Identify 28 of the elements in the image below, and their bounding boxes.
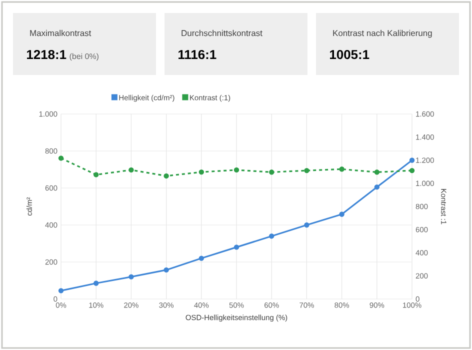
text: Kontrast nach Kalibrierung xyxy=(333,30,432,38)
text: 1218:1 xyxy=(27,50,66,60)
point xyxy=(339,166,344,172)
point xyxy=(339,212,344,217)
point xyxy=(269,233,274,239)
text: 1116:1 xyxy=(178,50,216,60)
point xyxy=(409,158,415,163)
point xyxy=(94,280,99,286)
point xyxy=(58,156,64,161)
point xyxy=(234,244,240,250)
point xyxy=(374,170,380,175)
point xyxy=(304,168,310,174)
point xyxy=(164,267,169,273)
point xyxy=(128,274,134,280)
point xyxy=(164,173,169,179)
point xyxy=(58,288,64,294)
point xyxy=(304,222,310,228)
text: Maximalkontrast xyxy=(30,30,92,36)
text: Durchschnittskontrast xyxy=(182,30,262,36)
point xyxy=(94,172,99,178)
text: 1005:1 xyxy=(330,50,370,60)
point xyxy=(128,167,134,173)
point xyxy=(234,167,240,173)
point xyxy=(269,170,274,175)
point xyxy=(198,256,204,261)
point xyxy=(374,184,380,190)
point xyxy=(198,169,204,175)
point xyxy=(409,168,415,174)
